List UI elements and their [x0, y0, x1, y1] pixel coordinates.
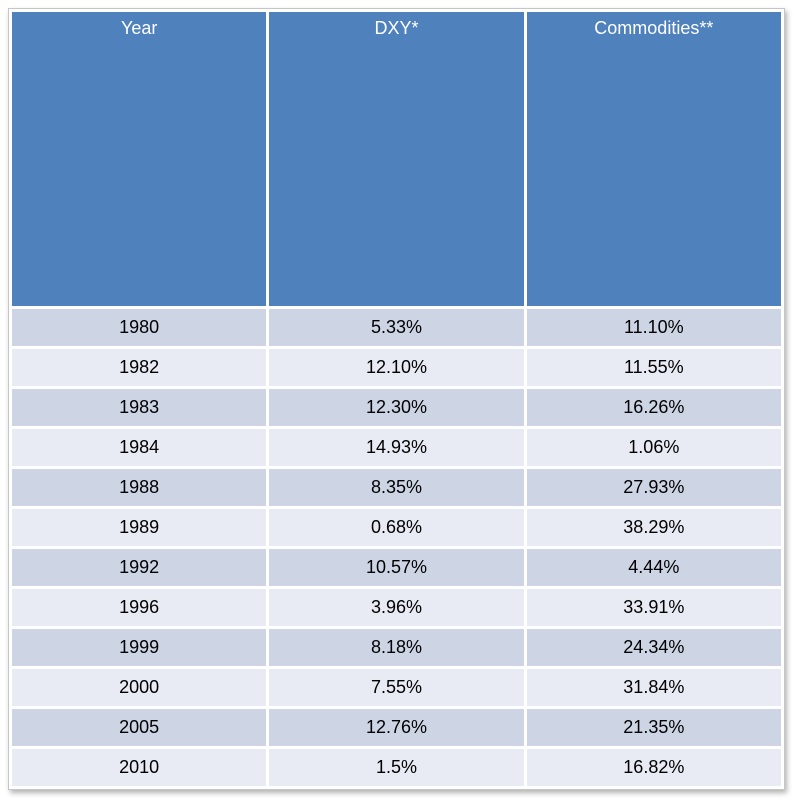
cell-year: 1988 — [12, 469, 267, 506]
table-body: 1980 5.33% 11.10% 1982 12.10% 11.55% 1983 12.30… — [12, 309, 781, 786]
cell-year: 1980 — [12, 309, 267, 346]
cell-commodities: 33.91% — [526, 589, 781, 626]
table-row: 2010 1.5% 16.82% — [12, 749, 781, 786]
cell-dxy: 12.30% — [269, 389, 524, 426]
cell-year: 2005 — [12, 709, 267, 746]
cell-dxy: 8.18% — [269, 629, 524, 666]
column-header-year: Year — [12, 12, 267, 306]
table-row: 2000 7.55% 31.84% — [12, 669, 781, 706]
cell-dxy: 12.76% — [269, 709, 524, 746]
table-row: 1989 0.68% 38.29% — [12, 509, 781, 546]
table-row: 1988 8.35% 27.93% — [12, 469, 781, 506]
table-row: 1982 12.10% 11.55% — [12, 349, 781, 386]
table-row: 1980 5.33% 11.10% — [12, 309, 781, 346]
table-row: 1999 8.18% 24.34% — [12, 629, 781, 666]
data-table-container: Year DXY* Commodities** 1980 5.33% 11.10% 1… — [8, 8, 785, 790]
cell-commodities: 38.29% — [526, 509, 781, 546]
column-header-commodities: Commodities** — [526, 12, 781, 306]
cell-commodities: 16.82% — [526, 749, 781, 786]
cell-dxy: 14.93% — [269, 429, 524, 466]
cell-year: 2000 — [12, 669, 267, 706]
cell-year: 1983 — [12, 389, 267, 426]
column-header-dxy: DXY* — [269, 12, 524, 306]
cell-commodities: 11.10% — [526, 309, 781, 346]
cell-year: 2010 — [12, 749, 267, 786]
table-row: 1983 12.30% 16.26% — [12, 389, 781, 426]
header-row: Year DXY* Commodities** — [12, 12, 781, 306]
cell-dxy: 10.57% — [269, 549, 524, 586]
cell-year: 1996 — [12, 589, 267, 626]
cell-dxy: 8.35% — [269, 469, 524, 506]
cell-year: 1989 — [12, 509, 267, 546]
table-row: 1996 3.96% 33.91% — [12, 589, 781, 626]
cell-commodities: 24.34% — [526, 629, 781, 666]
cell-commodities: 1.06% — [526, 429, 781, 466]
table-row: 1992 10.57% 4.44% — [12, 549, 781, 586]
cell-dxy: 7.55% — [269, 669, 524, 706]
cell-year: 1999 — [12, 629, 267, 666]
cell-commodities: 27.93% — [526, 469, 781, 506]
cell-commodities: 31.84% — [526, 669, 781, 706]
cell-dxy: 12.10% — [269, 349, 524, 386]
returns-table: Year DXY* Commodities** 1980 5.33% 11.10% 1… — [9, 9, 784, 789]
cell-commodities: 4.44% — [526, 549, 781, 586]
cell-year: 1984 — [12, 429, 267, 466]
cell-dxy: 3.96% — [269, 589, 524, 626]
cell-commodities: 21.35% — [526, 709, 781, 746]
table-row: 2005 12.76% 21.35% — [12, 709, 781, 746]
cell-commodities: 11.55% — [526, 349, 781, 386]
cell-commodities: 16.26% — [526, 389, 781, 426]
cell-year: 1992 — [12, 549, 267, 586]
cell-dxy: 0.68% — [269, 509, 524, 546]
cell-year: 1982 — [12, 349, 267, 386]
cell-dxy: 5.33% — [269, 309, 524, 346]
table-row: 1984 14.93% 1.06% — [12, 429, 781, 466]
cell-dxy: 1.5% — [269, 749, 524, 786]
